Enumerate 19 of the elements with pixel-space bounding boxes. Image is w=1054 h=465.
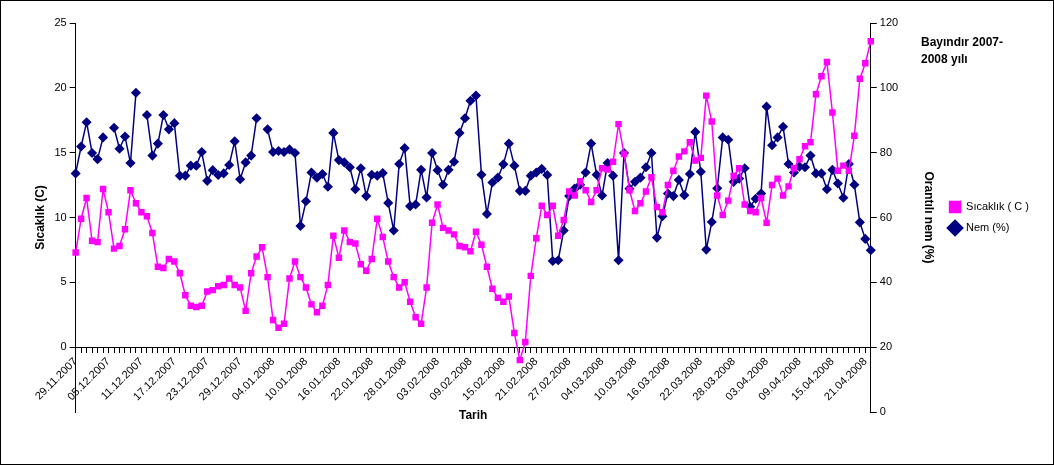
y2-tick-label: 80 <box>879 145 893 158</box>
x-axis-title: Tarih <box>458 407 488 422</box>
y2-tick-label: 60 <box>879 210 893 223</box>
y-tick-label: 15 <box>54 145 67 158</box>
y2-tick-label: 120 <box>879 16 899 29</box>
y-tick-label: 10 <box>54 210 67 223</box>
y2-tick-label: 40 <box>879 275 893 288</box>
y2-tick-label: 0 <box>879 405 886 418</box>
y-tick-label: 20 <box>54 80 67 93</box>
y2-tick-label: 20 <box>879 340 893 353</box>
legend-label: Sıcaklık ( C ) <box>966 200 1029 213</box>
text: Bayındır 2007-2008 yılı <box>921 34 1005 68</box>
y-tick-label: 0 <box>60 340 67 353</box>
y-tick-label: 25 <box>54 16 67 29</box>
y-axis-title: Sıcaklık (C) <box>32 185 47 250</box>
y2-axis-title: Orantılı nem (%) <box>922 171 937 264</box>
y-tick-label: 5 <box>60 275 67 288</box>
y2-tick-label: 100 <box>879 80 899 93</box>
legend-label: Nem (%) <box>966 221 1010 234</box>
